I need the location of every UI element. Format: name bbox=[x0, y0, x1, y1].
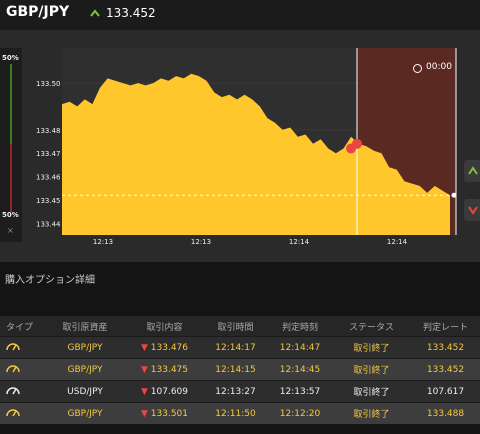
top-bar: GBP/JPY 133.452 bbox=[0, 0, 480, 30]
cell-asset: USD/JPY bbox=[67, 386, 103, 397]
cell-content-value: 133.475 bbox=[150, 364, 188, 375]
x-tick-label: 12:13 bbox=[191, 238, 211, 246]
y-tick-label: 133.44 bbox=[36, 220, 61, 228]
cell-content-value: 133.501 bbox=[150, 408, 188, 419]
cell-asset: GBP/JPY bbox=[67, 408, 103, 419]
put-button[interactable] bbox=[464, 199, 480, 221]
y-tick-label: 133.47 bbox=[36, 150, 61, 158]
col-asset: 取引原資産 bbox=[62, 322, 108, 333]
cell-asset: GBP/JPY bbox=[67, 364, 103, 375]
cell-judge: 12:13:57 bbox=[279, 386, 321, 397]
call-button[interactable] bbox=[464, 160, 480, 182]
price-area bbox=[62, 73, 450, 235]
cell-status: 取引終了 bbox=[353, 388, 390, 398]
cell-time: 12:11:50 bbox=[215, 408, 256, 419]
cell-judge: 12:14:47 bbox=[279, 342, 321, 353]
cell-content: ▼ 107.609 bbox=[140, 386, 188, 397]
gauge-icon bbox=[0, 363, 44, 376]
cell-status: 取引終了 bbox=[353, 410, 390, 420]
sentiment-top-percent: 50% bbox=[2, 54, 19, 62]
cell-content: ▼ 133.476 bbox=[140, 342, 188, 353]
col-judge: 判定時刻 bbox=[281, 322, 318, 333]
cell-time: 12:13:27 bbox=[215, 386, 256, 397]
clock-icon bbox=[413, 64, 422, 73]
cell-time: 12:14:15 bbox=[215, 364, 256, 375]
gauge-icon bbox=[0, 407, 44, 420]
cell-content-value: 107.609 bbox=[150, 386, 188, 397]
cell-rate: 107.617 bbox=[426, 386, 465, 397]
table-row[interactable]: GBP/JPY ▼ 133.501 12:11:50 12:12:20 取引終了… bbox=[0, 402, 480, 424]
sentiment-bottom-percent: 50% bbox=[2, 211, 19, 219]
table-row[interactable]: GBP/JPY ▼ 133.475 12:14:15 12:14:45 取引終了… bbox=[0, 358, 480, 380]
sentiment-down-bar bbox=[10, 144, 12, 212]
table-row[interactable]: USD/JPY ▼ 107.609 12:13:27 12:13:57 取引終了… bbox=[0, 380, 480, 402]
sentiment-up-bar bbox=[10, 64, 12, 144]
col-content: 取引内容 bbox=[146, 322, 183, 333]
table-row[interactable]: GBP/JPY ▼ 133.476 12:14:17 12:14:47 取引終了… bbox=[0, 336, 480, 358]
y-tick-label: 133.45 bbox=[36, 197, 61, 205]
gauge-icon bbox=[0, 385, 44, 398]
currency-pair: GBP/JPY bbox=[6, 4, 70, 20]
col-status: ステータス bbox=[348, 322, 394, 333]
cell-status: 取引終了 bbox=[353, 366, 390, 376]
price-chart[interactable]: 133.50 133.48 133.47 133.46 133.45 133.44 12:1… bbox=[0, 30, 480, 262]
sentiment-bar: 50% 50% × bbox=[0, 48, 22, 242]
col-rate: 判定レート bbox=[422, 322, 468, 333]
cell-asset: GBP/JPY bbox=[67, 342, 103, 353]
cell-rate: 133.452 bbox=[426, 364, 465, 375]
entry-marker bbox=[352, 138, 362, 149]
col-time: 取引時間 bbox=[217, 322, 254, 333]
close-icon[interactable]: × bbox=[7, 226, 14, 235]
cell-content: ▼ 133.475 bbox=[140, 364, 188, 375]
cell-status: 取引終了 bbox=[353, 344, 390, 354]
x-tick-label: 12:14 bbox=[289, 238, 310, 246]
x-tick-label: 12:13 bbox=[93, 238, 113, 246]
cell-judge: 12:14:45 bbox=[279, 364, 321, 375]
current-price-dot bbox=[451, 192, 457, 198]
y-tick-label: 133.46 bbox=[36, 174, 61, 182]
put-arrow-icon bbox=[468, 206, 478, 215]
section-title: 購入オプション詳細 bbox=[5, 275, 95, 286]
call-arrow-icon bbox=[468, 166, 478, 175]
gauge-icon bbox=[0, 341, 44, 354]
cell-rate: 133.488 bbox=[426, 408, 465, 419]
cell-judge: 12:12:20 bbox=[279, 408, 321, 419]
y-tick-label: 133.50 bbox=[36, 80, 61, 88]
y-tick-label: 133.48 bbox=[36, 127, 61, 135]
cell-content: ▼ 133.501 bbox=[140, 408, 188, 419]
cell-content-value: 133.476 bbox=[150, 342, 188, 353]
countdown-timer: 00:00 bbox=[426, 62, 452, 72]
current-price: 133.452 bbox=[106, 6, 156, 20]
table-header: タイプ 取引原資産 取引内容 取引時間 判定時刻 ステータス 判定レート bbox=[0, 316, 480, 336]
trade-history-table: タイプ 取引原資産 取引内容 取引時間 判定時刻 ステータス 判定レート GBP… bbox=[0, 316, 480, 424]
cell-rate: 133.452 bbox=[426, 342, 465, 353]
up-arrow-icon bbox=[90, 9, 100, 17]
x-tick-label: 12:14 bbox=[387, 238, 408, 246]
col-type: タイプ bbox=[6, 322, 34, 333]
cell-time: 12:14:17 bbox=[215, 342, 256, 353]
